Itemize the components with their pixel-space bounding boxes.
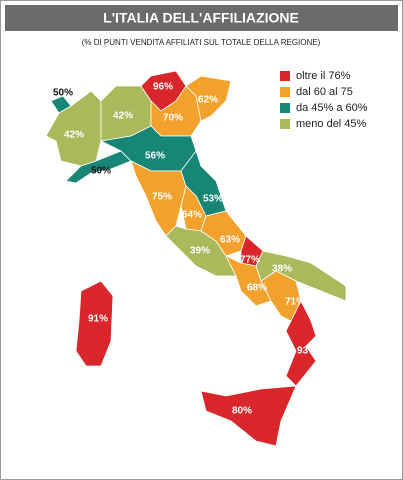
region-label: 70% (163, 113, 183, 124)
region-label: 50% (91, 166, 111, 177)
region-label: 42% (64, 130, 84, 141)
region-label: 80% (232, 406, 252, 417)
legend-label: oltre il 76% (296, 70, 351, 82)
legend-swatch (280, 103, 290, 113)
region-label: 63% (220, 235, 240, 246)
region-label: 96% (153, 82, 173, 93)
region-label: 64% (182, 210, 202, 221)
legend-label: meno del 45% (296, 118, 367, 130)
region-label: 93% (297, 346, 317, 357)
legend-swatch (280, 119, 290, 129)
region-label: 38% (272, 264, 292, 275)
region (285, 300, 317, 387)
region-label: 56% (145, 151, 165, 162)
region (200, 210, 247, 257)
region-label: 53% (203, 194, 223, 205)
region-label: 42% (113, 111, 133, 122)
legend-label: da 45% a 60% (296, 102, 368, 114)
region-label: 71% (285, 297, 305, 308)
title: L'ITALIA DELL'AFFILIAZIONE (103, 10, 299, 26)
region-label: 75% (152, 192, 172, 203)
legend-swatch (280, 71, 290, 81)
region (75, 280, 114, 367)
header-bar (5, 5, 398, 31)
regions: 50%42%42%96%70%62%50%56%75% 53%64%39%63%7… (45, 70, 347, 447)
region-label: 77% (240, 255, 260, 266)
region-label: 39% (190, 246, 210, 257)
region-label: 62% (198, 95, 218, 106)
legend-label: dal 60 al 75 (296, 86, 353, 98)
region (200, 385, 297, 447)
legend: oltre il 76% dal 60 al 75 da 45% a 60% meno… (280, 70, 368, 130)
region-label: 50% (53, 88, 73, 99)
subtitle: (% DI PUNTI VENDITA AFFILIATI SUL TOTALE… (82, 38, 321, 47)
legend-swatch (280, 87, 290, 97)
region-label: 91% (88, 314, 108, 325)
region (185, 75, 232, 122)
region-label: 68% (247, 283, 267, 294)
